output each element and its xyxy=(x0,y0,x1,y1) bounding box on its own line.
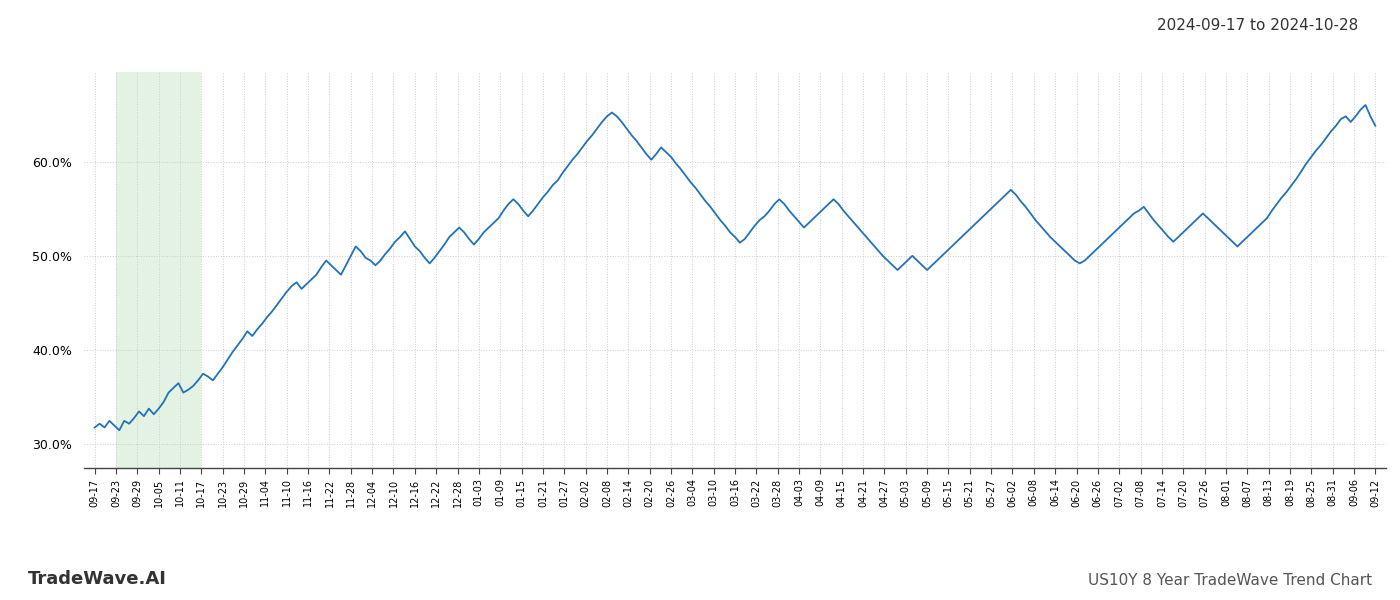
Text: TradeWave.AI: TradeWave.AI xyxy=(28,570,167,588)
Text: US10Y 8 Year TradeWave Trend Chart: US10Y 8 Year TradeWave Trend Chart xyxy=(1088,573,1372,588)
Bar xyxy=(116,72,202,468)
Text: 2024-09-17 to 2024-10-28: 2024-09-17 to 2024-10-28 xyxy=(1156,18,1358,33)
